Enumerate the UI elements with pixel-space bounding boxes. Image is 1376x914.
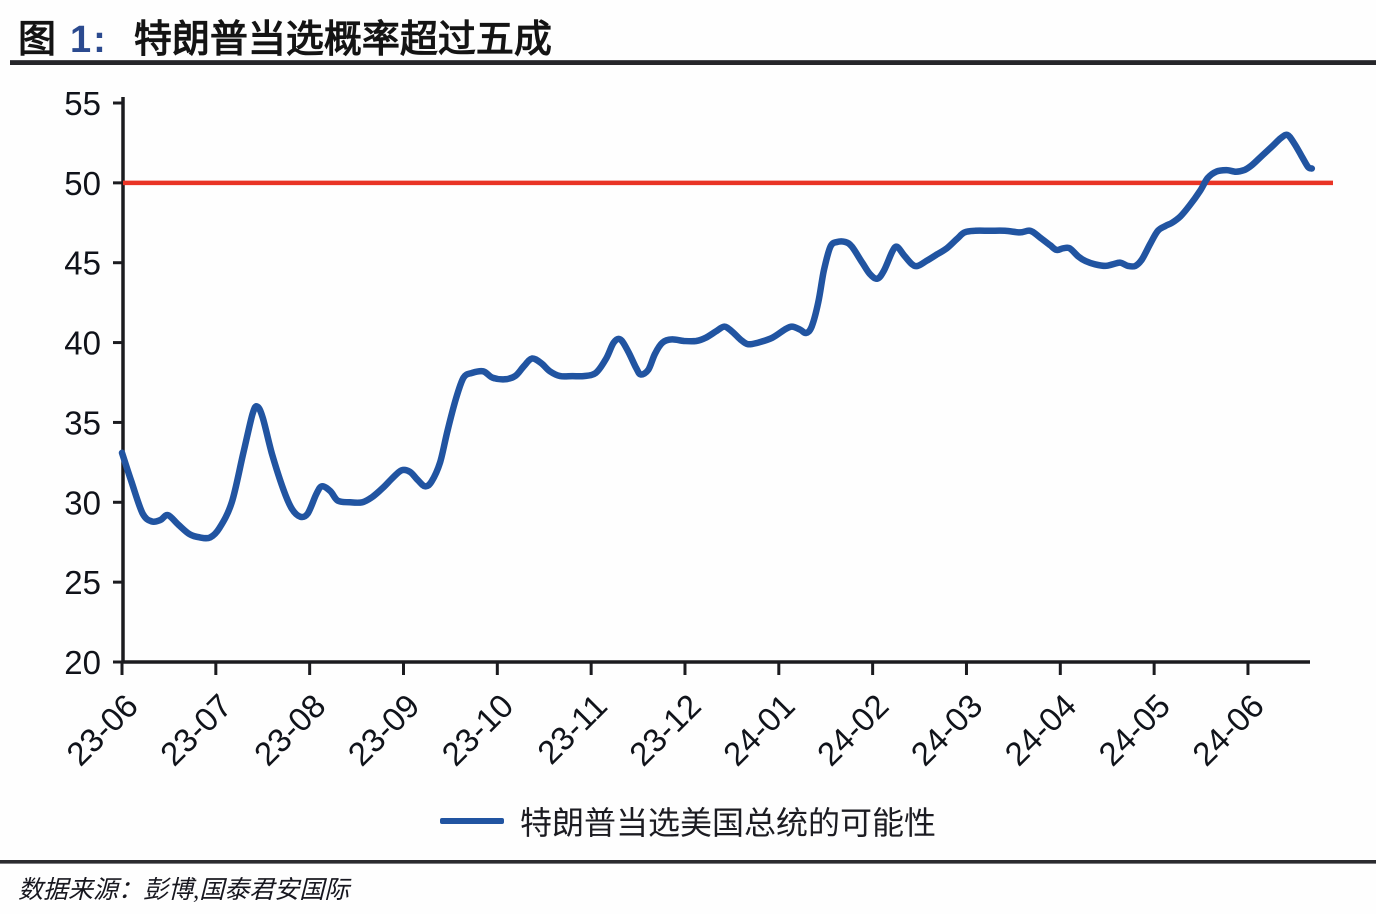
x-tick-label: 23-07: [153, 687, 239, 773]
x-tick-label: 24-06: [1185, 687, 1271, 773]
data-source-text: 数据来源：彭博,国泰君安国际: [18, 877, 350, 904]
y-tick-label: 30: [64, 484, 101, 521]
y-tick-label: 20: [64, 644, 101, 681]
y-tick-label: 55: [64, 85, 101, 122]
y-tick-label: 25: [64, 564, 101, 601]
x-tick-label: 23-12: [622, 687, 708, 773]
legend-label: 特朗普当选美国总统的可能性: [520, 805, 937, 841]
y-tick-label: 50: [64, 165, 101, 202]
x-tick-label: 23-06: [59, 687, 145, 773]
title-divider: [10, 60, 1376, 65]
x-tick-label: 24-04: [997, 687, 1083, 773]
legend-line-swatch: [440, 818, 504, 824]
figure-title: 图 1: 特朗普当选概率超过五成: [18, 8, 552, 63]
x-tick-label: 24-02: [810, 687, 896, 773]
y-tick-label: 45: [64, 245, 101, 282]
x-tick-label: 24-05: [1091, 687, 1177, 773]
x-tick-label: 23-10: [434, 687, 520, 773]
data-source: 数据来源：彭博,国泰君安国际: [18, 870, 349, 906]
x-tick-label: 24-03: [904, 687, 990, 773]
figure-label: 图: [18, 19, 57, 61]
x-tick-label: 23-11: [530, 687, 614, 771]
x-tick-label: 23-08: [247, 687, 333, 773]
chart-legend: 特朗普当选美国总统的可能性: [440, 796, 936, 846]
probability-line: [118, 131, 1316, 542]
x-tick-label: 23-09: [341, 687, 427, 773]
figure-number: 1:: [70, 19, 108, 61]
y-tick-label: 35: [64, 404, 101, 441]
figure-title-text: 特朗普当选概率超过五成: [133, 19, 552, 61]
footer-divider: [0, 860, 1376, 864]
x-tick-label: 24-01: [716, 687, 802, 773]
y-tick-label: 40: [64, 325, 101, 362]
